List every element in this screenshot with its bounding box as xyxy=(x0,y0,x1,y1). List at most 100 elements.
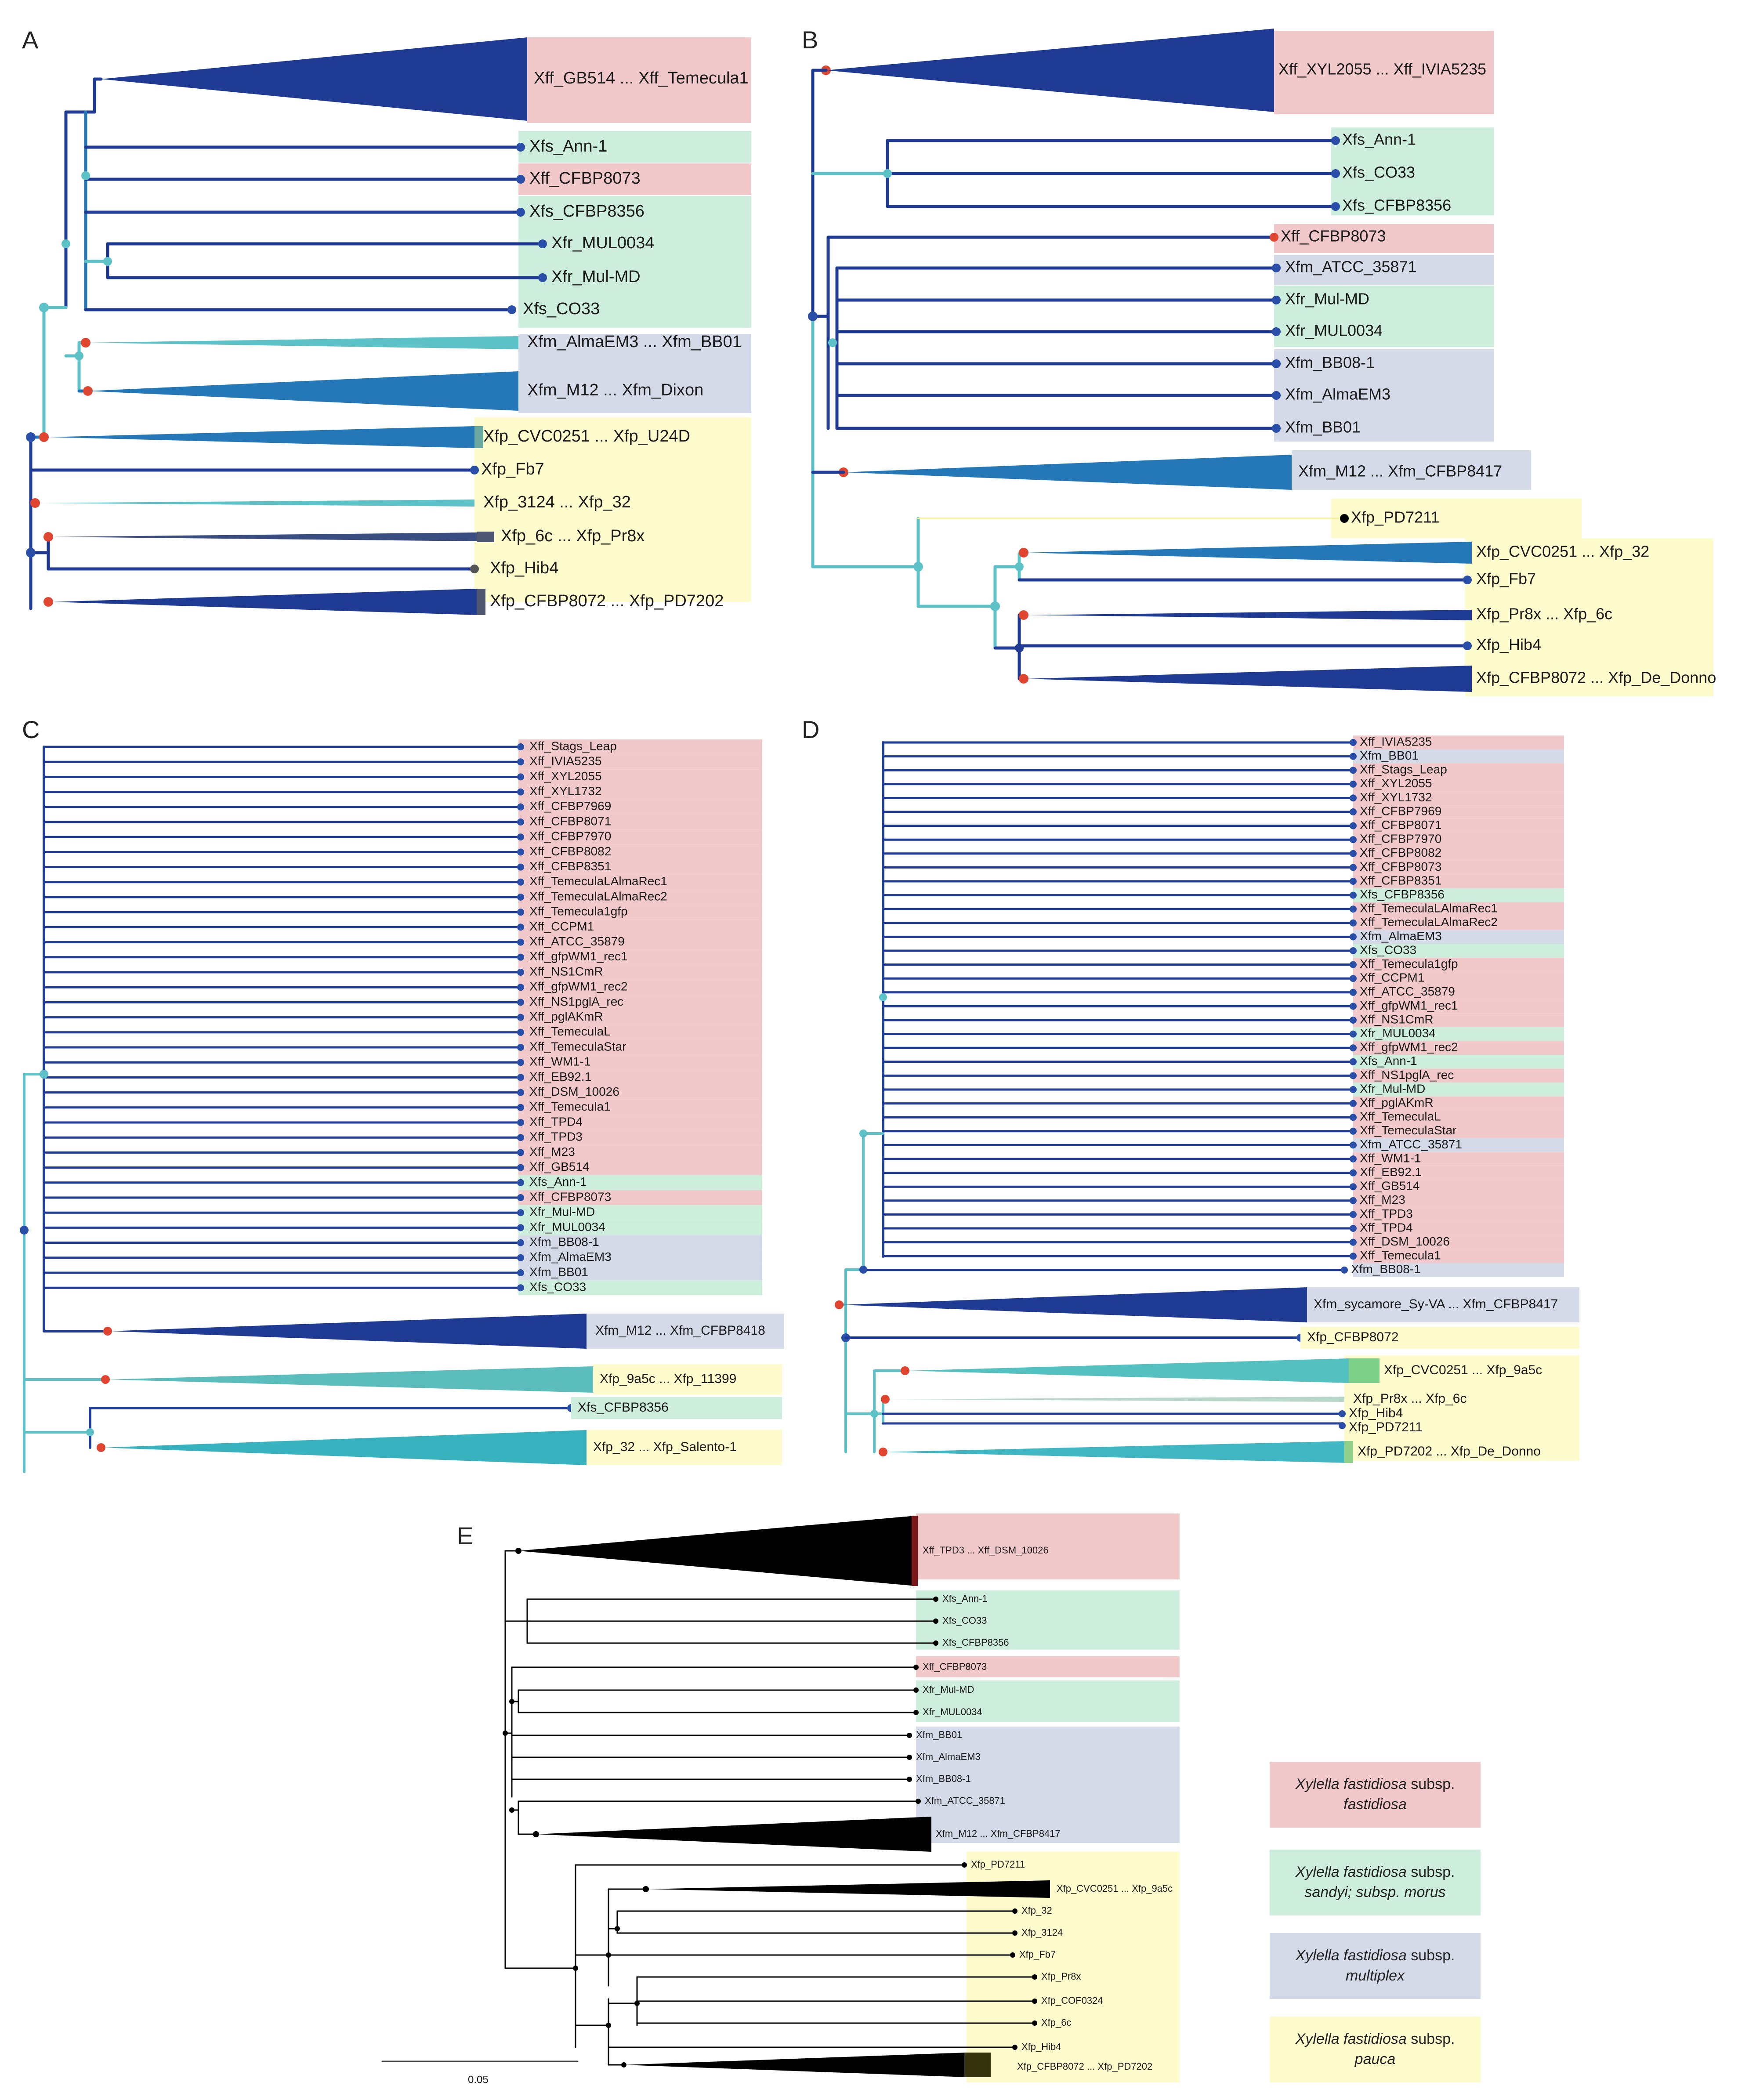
clade-box xyxy=(1353,902,1564,916)
collapsed-clade-label: Xfp_CFBP8072 ... Xfp_PD7202 xyxy=(1017,2061,1152,2072)
leaf-label: Xff_CFBP7969 xyxy=(529,799,611,813)
clade-box xyxy=(916,1513,1180,1579)
leaf-label: Xff_Temecula1 xyxy=(1360,1249,1441,1262)
clade-box xyxy=(1353,999,1564,1014)
clade-box xyxy=(1331,499,1582,538)
clade-box xyxy=(1465,538,1713,696)
collapsed-clade-label: Xfm_M12 ... Xfm_CFBP8417 xyxy=(936,1828,1061,1839)
collapsed-clade-label: Xff_TPD3 ... Xff_DSM_10026 xyxy=(923,1545,1049,1556)
leaf-label: Xff_CFBP8073 xyxy=(923,1661,987,1672)
node-dot xyxy=(517,1269,524,1276)
collapsed-clade-label: Xfm_sycamore_Sy-VA ... Xfm_CFBP8417 xyxy=(1314,1297,1558,1311)
leaf-label: Xfs_CFBP8356 xyxy=(942,1637,1009,1648)
node-dot xyxy=(517,1089,524,1096)
clade-box xyxy=(1353,930,1564,944)
node-dot xyxy=(1350,850,1357,857)
clade-box xyxy=(1353,957,1564,972)
leaf-label: Xff_XYL2055 xyxy=(1360,776,1432,790)
leaf-label: Xfs_CO33 xyxy=(523,300,600,318)
collapsed-clade xyxy=(1026,610,1472,620)
leaf-label: Xfp_Fb7 xyxy=(1019,1949,1056,1960)
clade-box xyxy=(1353,1068,1564,1083)
leaf-label: Xfp_CFBP8072 xyxy=(1307,1330,1398,1344)
node-dot xyxy=(517,1044,524,1051)
node-dot xyxy=(517,1059,524,1066)
node-dot xyxy=(606,1952,611,1958)
node-dot xyxy=(1350,753,1357,760)
node-dot xyxy=(1350,767,1357,774)
collapsed-clade xyxy=(110,1314,587,1349)
collapsed-clade-label: Xff_GB514 ... Xff_Temecula1 xyxy=(534,69,749,87)
panel-letter-d: D xyxy=(802,716,819,743)
leaf-label: Xff_ATCC_35879 xyxy=(1360,985,1455,998)
node-dot xyxy=(43,597,53,607)
collapsed-clade xyxy=(844,455,1292,490)
node-dot xyxy=(913,1710,919,1715)
node-dot xyxy=(517,1209,524,1217)
clade-box xyxy=(518,1220,762,1235)
node-dot xyxy=(517,788,524,796)
leaf-label: Xff_IVIA5235 xyxy=(529,754,602,768)
clade-box xyxy=(593,1364,782,1395)
clade-box xyxy=(518,1025,762,1040)
clade-box xyxy=(1353,916,1564,930)
clade-box xyxy=(518,844,762,860)
leaf-label: Xfm_BB01 xyxy=(1360,749,1419,762)
clade-box xyxy=(1349,1358,1380,1383)
node-dot xyxy=(517,1284,524,1292)
clade-box xyxy=(1353,1013,1564,1027)
leaf-label: Xff_CFBP8082 xyxy=(1360,846,1441,859)
clade-box xyxy=(1353,1096,1564,1111)
leaf-label: Xff_gfpWM1_rec2 xyxy=(529,980,628,993)
clade-box xyxy=(1353,985,1564,999)
leaf-label: Xfm_AlmaEM3 xyxy=(1360,929,1442,943)
leaf-label: Xff_DSM_10026 xyxy=(529,1085,619,1098)
node-dot xyxy=(20,1226,29,1235)
leaf-label: Xff_M23 xyxy=(1360,1193,1405,1206)
leaf-label: Xff_pglAKmR xyxy=(1360,1096,1434,1109)
clade-box xyxy=(518,799,762,815)
clade-box xyxy=(518,920,762,935)
clade-box xyxy=(1353,847,1564,861)
node-dot xyxy=(26,432,36,442)
leaf-label: Xfm_BB01 xyxy=(1285,418,1361,436)
node-dot xyxy=(1012,1908,1017,1914)
leaf-label: Xfm_AlmaEM3 xyxy=(916,1751,981,1762)
node-dot xyxy=(1350,864,1357,871)
leaf-label: Xfs_CFBP8356 xyxy=(578,1400,669,1415)
node-dot xyxy=(881,1395,890,1404)
leaf-label: Xff_Stags_Leap xyxy=(529,739,617,753)
node-dot xyxy=(40,1070,48,1079)
node-dot xyxy=(26,548,36,558)
clade-box xyxy=(1274,31,1494,114)
leaf-label: Xfs_Ann-1 xyxy=(942,1593,988,1604)
leaf-label: Xff_TemeculaL xyxy=(1360,1110,1441,1123)
clade-box xyxy=(518,163,751,195)
panel-letter-a: A xyxy=(22,26,39,54)
node-dot xyxy=(1339,1422,1346,1429)
clade-box xyxy=(587,1430,782,1465)
node-dot xyxy=(39,303,49,312)
clade-box xyxy=(916,1727,1180,1843)
clade-box xyxy=(916,1680,1180,1722)
clade-box xyxy=(518,754,762,770)
clade-box xyxy=(518,1145,762,1160)
node-dot xyxy=(517,1074,524,1081)
node-dot xyxy=(1350,1169,1357,1177)
leaf-label: Xff_TPD3 xyxy=(1360,1207,1413,1220)
node-dot xyxy=(1019,674,1028,684)
node-dot xyxy=(1350,1127,1357,1135)
leaf-label: Xff_Stags_Leap xyxy=(1360,763,1447,776)
collapsed-clade-label: Xfp_CVC0251 ... Xfp_9a5c xyxy=(1384,1363,1542,1377)
collapsed-clade xyxy=(841,1287,1307,1322)
clade-box xyxy=(1353,1207,1564,1222)
node-dot xyxy=(517,909,524,916)
clade-box xyxy=(1292,450,1531,490)
node-dot xyxy=(1015,562,1024,571)
clade-box xyxy=(1353,1263,1564,1277)
node-dot xyxy=(517,953,524,961)
node-dot xyxy=(470,565,479,573)
node-dot xyxy=(1339,1410,1346,1417)
clade-box xyxy=(1353,735,1564,749)
node-dot xyxy=(933,1618,938,1624)
